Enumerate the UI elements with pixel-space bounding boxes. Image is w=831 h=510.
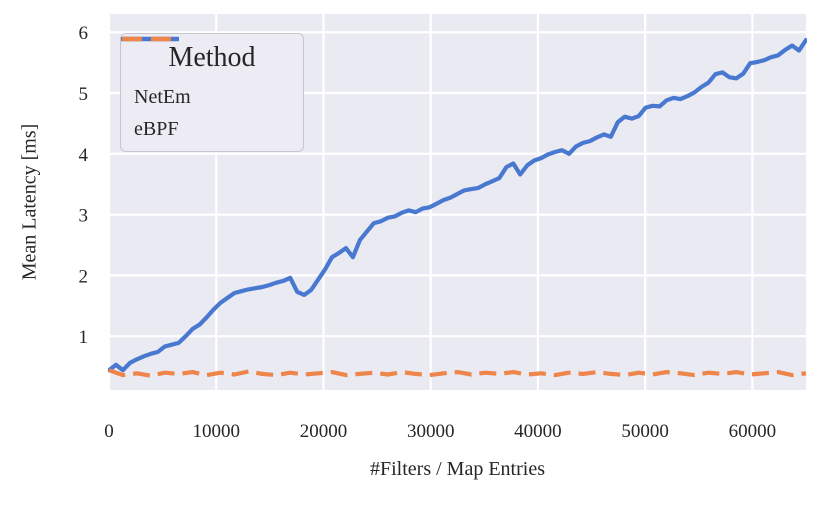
series-line-ebpf [108, 368, 807, 378]
legend-entry-netem-label: NetEm [134, 85, 191, 108]
x-axis-label: #Filters / Map Entries [370, 458, 545, 480]
y-tick-label: 6 [79, 23, 89, 44]
x-tick-label: 60000 [729, 421, 777, 442]
y-tick-label: 3 [79, 206, 89, 227]
x-tick-label: 50000 [621, 421, 669, 442]
ebpf-line-swatch [122, 36, 178, 42]
y-axis-label: Mean Latency [ms] [18, 123, 41, 281]
y-tick-label: 1 [79, 327, 89, 348]
legend-title: Method [168, 42, 256, 73]
series-line-netem [108, 37, 807, 373]
legend: Method NetEm eBPF [120, 33, 304, 152]
y-tick-label: 4 [79, 145, 89, 166]
legend-entry-ebpf: eBPF [121, 36, 303, 145]
x-tick-label: 40000 [514, 421, 562, 442]
legend-entry-netem: NetEm [121, 36, 303, 113]
x-tick-label: 30000 [407, 421, 455, 442]
legend-entry-ebpf-label: eBPF [134, 117, 179, 140]
y-tick-label: 2 [79, 266, 89, 287]
x-tick-label: 20000 [300, 421, 348, 442]
x-tick-label: 0 [104, 421, 114, 442]
x-tick-label: 10000 [192, 421, 240, 442]
y-tick-label: 5 [79, 84, 89, 105]
